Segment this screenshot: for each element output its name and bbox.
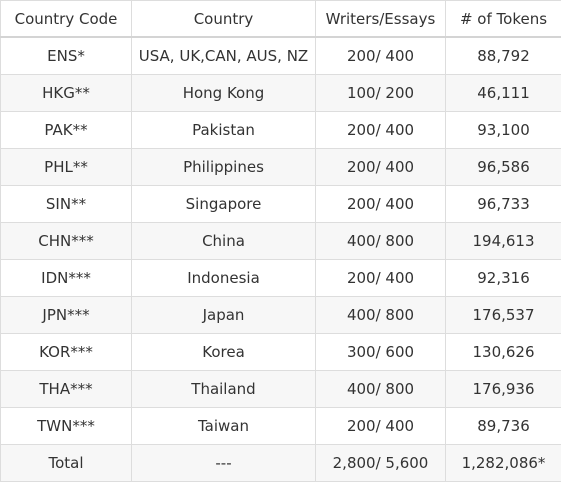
cell-writers-essays: 100/ 200 bbox=[316, 75, 446, 112]
total-row: Total --- 2,800/ 5,600 1,282,086* bbox=[1, 445, 561, 482]
cell-country-code: SIN** bbox=[1, 186, 132, 223]
cell-writers-essays: 400/ 800 bbox=[316, 297, 446, 334]
table-row: SIN** Singapore 200/ 400 96,733 bbox=[1, 186, 561, 223]
cell-writers-essays: 200/ 400 bbox=[316, 186, 446, 223]
cell-country-code: TWN*** bbox=[1, 408, 132, 445]
cell-country-code: CHN*** bbox=[1, 223, 132, 260]
cell-writers-essays: 200/ 400 bbox=[316, 149, 446, 186]
table-row: JPN*** Japan 400/ 800 176,537 bbox=[1, 297, 561, 334]
cell-tokens: 194,613 bbox=[446, 223, 561, 260]
cell-country: Taiwan bbox=[132, 408, 316, 445]
table-row: PHL** Philippines 200/ 400 96,586 bbox=[1, 149, 561, 186]
cell-country-code: PHL** bbox=[1, 149, 132, 186]
cell-country: Pakistan bbox=[132, 112, 316, 149]
cell-writers-essays: 300/ 600 bbox=[316, 334, 446, 371]
cell-country-code: KOR*** bbox=[1, 334, 132, 371]
cell-writers-essays: 2,800/ 5,600 bbox=[316, 445, 446, 482]
cell-tokens: 89,736 bbox=[446, 408, 561, 445]
cell-writers-essays: 200/ 400 bbox=[316, 37, 446, 75]
cell-country: --- bbox=[132, 445, 316, 482]
cell-country: Singapore bbox=[132, 186, 316, 223]
table-row: KOR*** Korea 300/ 600 130,626 bbox=[1, 334, 561, 371]
cell-country-code: JPN*** bbox=[1, 297, 132, 334]
table-row: CHN*** China 400/ 800 194,613 bbox=[1, 223, 561, 260]
cell-tokens: 176,936 bbox=[446, 371, 561, 408]
table-row: ENS* USA, UK,CAN, AUS, NZ 200/ 400 88,79… bbox=[1, 37, 561, 75]
table-row: TWN*** Taiwan 200/ 400 89,736 bbox=[1, 408, 561, 445]
cell-country-code: IDN*** bbox=[1, 260, 132, 297]
cell-country: Indonesia bbox=[132, 260, 316, 297]
cell-country-code: HKG** bbox=[1, 75, 132, 112]
cell-country: Japan bbox=[132, 297, 316, 334]
header-country-code: Country Code bbox=[1, 1, 132, 38]
cell-tokens: 96,733 bbox=[446, 186, 561, 223]
cell-country: Hong Kong bbox=[132, 75, 316, 112]
header-country: Country bbox=[132, 1, 316, 38]
table-row: PAK** Pakistan 200/ 400 93,100 bbox=[1, 112, 561, 149]
cell-country-code: PAK** bbox=[1, 112, 132, 149]
cell-country-code: THA*** bbox=[1, 371, 132, 408]
cell-tokens: 176,537 bbox=[446, 297, 561, 334]
cell-country: Philippines bbox=[132, 149, 316, 186]
table-row: HKG** Hong Kong 100/ 200 46,111 bbox=[1, 75, 561, 112]
cell-tokens: 130,626 bbox=[446, 334, 561, 371]
cell-country: USA, UK,CAN, AUS, NZ bbox=[132, 37, 316, 75]
cell-tokens: 88,792 bbox=[446, 37, 561, 75]
cell-writers-essays: 200/ 400 bbox=[316, 260, 446, 297]
cell-writers-essays: 200/ 400 bbox=[316, 112, 446, 149]
cell-country-code: Total bbox=[1, 445, 132, 482]
header-tokens: # of Tokens bbox=[446, 1, 561, 38]
cell-tokens: 46,111 bbox=[446, 75, 561, 112]
cell-country: China bbox=[132, 223, 316, 260]
cell-tokens: 1,282,086* bbox=[446, 445, 561, 482]
cell-country: Thailand bbox=[132, 371, 316, 408]
header-writers-essays: Writers/Essays bbox=[316, 1, 446, 38]
cell-tokens: 93,100 bbox=[446, 112, 561, 149]
header-row: Country Code Country Writers/Essays # of… bbox=[1, 1, 561, 38]
cell-tokens: 96,586 bbox=[446, 149, 561, 186]
table-row: THA*** Thailand 400/ 800 176,936 bbox=[1, 371, 561, 408]
cell-writers-essays: 400/ 800 bbox=[316, 223, 446, 260]
cell-writers-essays: 200/ 400 bbox=[316, 408, 446, 445]
cell-country-code: ENS* bbox=[1, 37, 132, 75]
cell-tokens: 92,316 bbox=[446, 260, 561, 297]
cell-writers-essays: 400/ 800 bbox=[316, 371, 446, 408]
table-row: IDN*** Indonesia 200/ 400 92,316 bbox=[1, 260, 561, 297]
cell-country: Korea bbox=[132, 334, 316, 371]
